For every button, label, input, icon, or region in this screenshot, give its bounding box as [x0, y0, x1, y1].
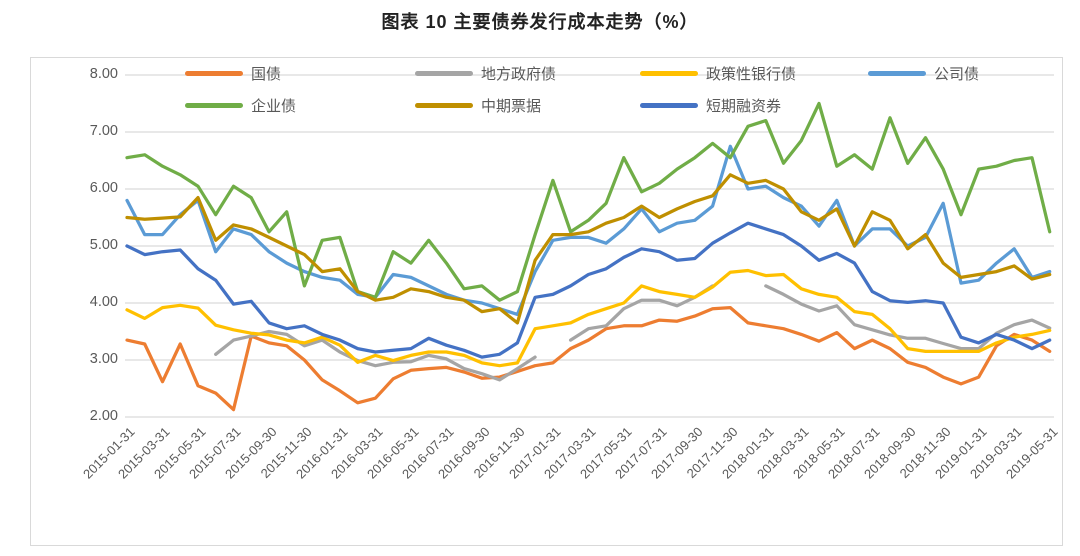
legend-swatch-enterprise-bond: [185, 102, 243, 108]
legend-item-short-term-financing-bill: 短期融资券: [640, 97, 782, 115]
legend-item-corporate-bond: 公司债: [868, 65, 980, 83]
legend-swatch-corporate-bond: [868, 70, 926, 76]
chart-title: 图表 10 主要债券发行成本走势（%）: [381, 12, 699, 32]
legend-swatch-local-government-bond: [415, 70, 473, 76]
y-tick-label: 7.00: [89, 123, 118, 139]
legend-item-medium-term-note: 中期票据: [415, 97, 542, 115]
legend-label: 国债: [251, 65, 282, 83]
legend-swatch-treasury-bond: [185, 70, 243, 76]
legend-item-policy-bank-bond: 政策性银行债: [640, 65, 797, 83]
y-tick-label: 5.00: [89, 237, 118, 253]
legend-label: 地方政府债: [481, 65, 557, 83]
legend-item-enterprise-bond: 企业债: [185, 97, 297, 115]
legend-swatch-medium-term-note: [415, 102, 473, 108]
y-tick-label: 6.00: [89, 180, 118, 196]
y-tick-label: 3.00: [89, 351, 118, 367]
y-tick-label: 2.00: [89, 408, 118, 424]
legend-item-local-government-bond: 地方政府债: [415, 65, 557, 83]
legend-swatch-policy-bank-bond: [640, 70, 698, 76]
legend-label: 中期票据: [481, 97, 542, 115]
legend-swatch-short-term-financing-bill: [640, 102, 698, 108]
y-tick-label: 4.00: [89, 294, 118, 310]
legend-item-treasury-bond: 国债: [185, 65, 282, 83]
legend-label: 政策性银行债: [706, 65, 797, 83]
y-tick-label: 8.00: [89, 66, 118, 82]
legend-label: 企业债: [251, 97, 297, 115]
legend-label: 短期融资券: [706, 97, 782, 115]
legend-label: 公司债: [934, 65, 980, 83]
